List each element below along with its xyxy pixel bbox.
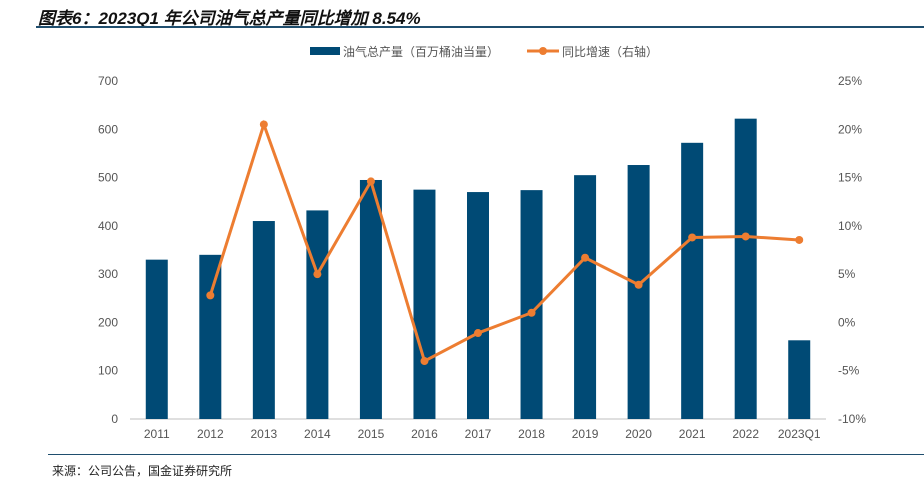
line-point xyxy=(634,280,643,289)
right-tick-label: 25% xyxy=(838,74,862,88)
right-tick-label: 5% xyxy=(838,267,856,281)
x-tick-label: 2016 xyxy=(411,427,438,441)
x-tick-label: 2014 xyxy=(304,427,331,441)
bar xyxy=(627,165,650,419)
bar xyxy=(306,210,329,419)
x-tick-label: 2021 xyxy=(679,427,706,441)
right-tick-label: -10% xyxy=(838,412,866,426)
bar xyxy=(788,340,811,419)
bar xyxy=(252,221,275,419)
bar xyxy=(574,175,597,419)
right-tick-label: 0% xyxy=(838,315,856,329)
x-tick-label: 2013 xyxy=(250,427,277,441)
left-tick-label: 400 xyxy=(98,219,118,233)
bar xyxy=(681,142,704,419)
x-tick-label: 2023Q1 xyxy=(778,427,821,441)
line-point xyxy=(313,270,322,279)
line-point xyxy=(581,253,590,262)
left-tick-label: 100 xyxy=(98,364,118,378)
x-tick-label: 2011 xyxy=(144,427,170,441)
x-tick-label: 2015 xyxy=(358,427,385,441)
right-tick-label: -5% xyxy=(838,364,860,378)
bar xyxy=(145,259,168,419)
line-point xyxy=(795,235,804,244)
x-tick-label: 2019 xyxy=(572,427,599,441)
legend-line-marker xyxy=(539,47,547,55)
left-tick-label: 0 xyxy=(111,412,118,426)
legend-bar-swatch xyxy=(310,47,340,55)
growth-line xyxy=(208,119,800,364)
x-tick-label: 2017 xyxy=(465,427,492,441)
source-note: 来源：公司公告，国金证券研究所 xyxy=(52,464,233,478)
legend-line-label: 同比增速（右轴） xyxy=(562,44,658,59)
x-tick-label: 2020 xyxy=(625,427,652,441)
chart-title: 图表6：2023Q1 年公司油气总产量同比增加 8.54% xyxy=(38,9,421,28)
bar xyxy=(413,189,436,419)
source-divider xyxy=(48,454,924,455)
line-point xyxy=(259,120,268,129)
line-point xyxy=(688,233,697,242)
right-tick-label: 10% xyxy=(838,219,862,233)
left-tick-label: 600 xyxy=(98,122,118,136)
line-point xyxy=(420,357,429,366)
line-point xyxy=(474,329,482,338)
x-tick-label: 2012 xyxy=(197,427,224,441)
bar xyxy=(467,192,489,419)
bar xyxy=(199,254,222,419)
title-divider xyxy=(36,26,924,28)
x-tick-label: 2022 xyxy=(732,427,759,441)
right-tick-label: 15% xyxy=(838,171,862,185)
bar xyxy=(359,179,382,419)
right-tick-label: 20% xyxy=(838,122,862,136)
bar xyxy=(734,118,757,420)
left-tick-label: 300 xyxy=(98,267,118,281)
left-tick-label: 700 xyxy=(98,74,118,88)
line-point xyxy=(527,308,536,317)
left-tick-label: 200 xyxy=(98,315,118,329)
line-point xyxy=(741,232,750,241)
line-point xyxy=(206,291,215,300)
left-tick-label: 500 xyxy=(98,171,118,185)
line-point xyxy=(366,177,375,186)
bar xyxy=(520,190,543,419)
legend-bar-label: 油气总产量（百万桶油当量） xyxy=(343,44,499,59)
x-tick-label: 2018 xyxy=(518,427,545,441)
